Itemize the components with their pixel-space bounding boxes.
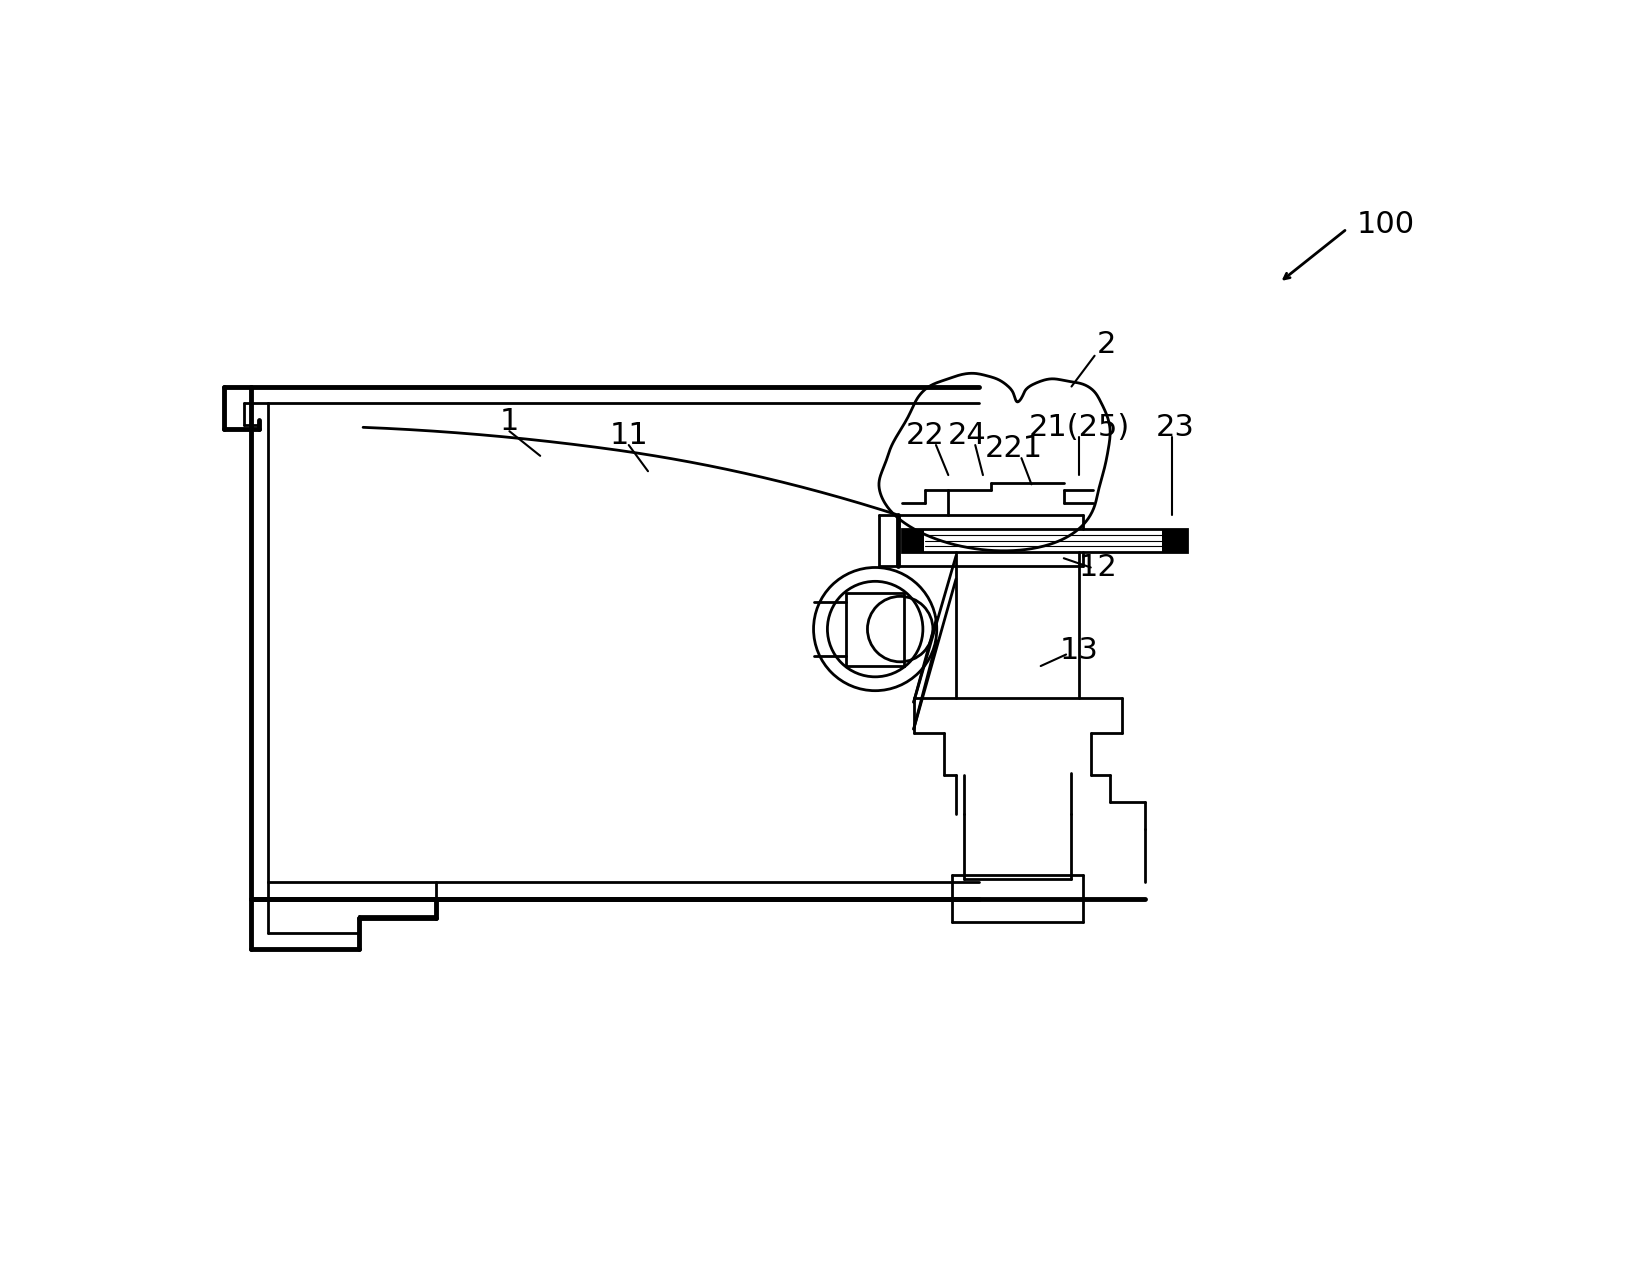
Text: 22: 22 <box>905 421 944 450</box>
Bar <box>901 528 1187 552</box>
Text: 12: 12 <box>1078 552 1118 581</box>
Text: 11: 11 <box>610 421 647 450</box>
Text: 21(25): 21(25) <box>1028 413 1129 442</box>
Text: 100: 100 <box>1355 210 1414 239</box>
Bar <box>846 593 903 666</box>
Text: 221: 221 <box>983 434 1042 463</box>
Text: 23: 23 <box>1155 413 1195 442</box>
Text: 24: 24 <box>947 421 987 450</box>
Text: 1: 1 <box>500 407 520 436</box>
Text: 2: 2 <box>1096 330 1115 359</box>
Bar <box>846 593 903 666</box>
Bar <box>1162 528 1187 552</box>
Text: 13: 13 <box>1059 636 1098 665</box>
Bar <box>905 533 1182 551</box>
Bar <box>901 528 923 552</box>
